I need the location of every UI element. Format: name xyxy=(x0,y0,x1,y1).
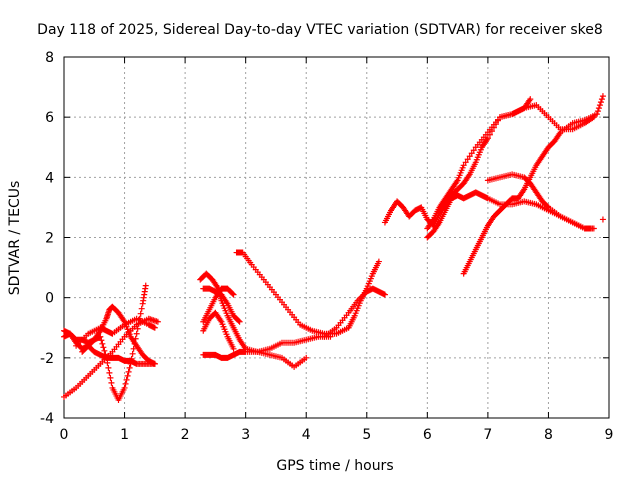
data-series xyxy=(200,285,237,325)
data-series xyxy=(200,348,310,370)
data-series xyxy=(424,96,534,232)
data-point xyxy=(137,310,144,317)
data-point xyxy=(154,318,161,325)
data-series xyxy=(599,216,606,223)
data-point xyxy=(527,96,534,103)
data-point xyxy=(236,318,243,325)
data-point xyxy=(133,330,140,337)
data-point xyxy=(122,380,129,387)
data-point xyxy=(127,360,134,367)
data-point xyxy=(230,345,237,352)
y-tick-label: 0 xyxy=(45,291,54,307)
data-point xyxy=(98,337,105,344)
data-point xyxy=(126,364,133,371)
x-tick-label: 4 xyxy=(302,427,311,443)
data-point xyxy=(484,135,491,142)
data-point xyxy=(230,291,237,298)
y-tick-label: -4 xyxy=(40,411,54,427)
x-tick-label: 0 xyxy=(60,427,69,443)
data-point xyxy=(105,364,112,371)
data-point xyxy=(124,372,131,379)
data-point xyxy=(134,325,141,332)
x-axis-label: GPS time / hours xyxy=(276,458,393,474)
data-point xyxy=(466,153,473,160)
data-series xyxy=(233,249,382,337)
data-point xyxy=(104,359,111,366)
y-tick-label: 8 xyxy=(45,50,54,66)
data-series xyxy=(73,315,158,349)
y-tick-label: 6 xyxy=(45,110,54,126)
data-point xyxy=(544,203,551,210)
data-point xyxy=(106,369,113,376)
data-point xyxy=(375,258,382,265)
data-point xyxy=(599,216,606,223)
data-point xyxy=(303,354,310,361)
data-series xyxy=(484,171,594,232)
data-point xyxy=(599,93,606,100)
data-point xyxy=(97,333,104,340)
data-series xyxy=(200,285,243,325)
data-points xyxy=(61,93,606,403)
data-series xyxy=(79,282,149,403)
data-series xyxy=(460,93,606,277)
data-point xyxy=(107,374,114,381)
x-tick-label: 9 xyxy=(605,427,614,443)
x-tick-label: 3 xyxy=(241,427,250,443)
data-point xyxy=(598,96,605,103)
data-point xyxy=(470,147,477,154)
data-point xyxy=(123,376,130,383)
data-point xyxy=(462,159,469,166)
data-point xyxy=(151,324,158,331)
data-point xyxy=(594,108,601,115)
y-tick-label: 4 xyxy=(45,170,54,186)
x-tick-label: 8 xyxy=(544,427,553,443)
data-point xyxy=(235,317,242,324)
data-point xyxy=(595,105,602,112)
data-point xyxy=(130,345,137,352)
data-point xyxy=(132,335,139,342)
data-point xyxy=(587,225,594,232)
data-point xyxy=(103,354,110,361)
data-point xyxy=(381,291,388,298)
data-point xyxy=(142,282,149,289)
data-point xyxy=(100,344,107,351)
data-point xyxy=(468,150,475,157)
x-tick-label: 6 xyxy=(423,427,432,443)
data-point xyxy=(108,379,115,386)
data-point xyxy=(597,99,604,106)
x-tick-label: 5 xyxy=(362,427,371,443)
data-point xyxy=(128,355,135,362)
data-point xyxy=(102,351,109,358)
data-point xyxy=(129,350,136,357)
x-tick-label: 2 xyxy=(181,427,190,443)
data-point xyxy=(101,347,108,354)
data-point xyxy=(99,340,106,347)
data-series xyxy=(381,102,597,229)
data-point xyxy=(131,340,138,347)
data-point xyxy=(125,368,132,375)
y-tick-label: 2 xyxy=(45,231,54,247)
data-point xyxy=(151,360,158,367)
data-point xyxy=(464,156,471,163)
data-point xyxy=(229,290,236,297)
data-series xyxy=(200,309,237,352)
y-axis-label: SDTVAR / TECUs xyxy=(7,181,23,296)
data-point xyxy=(593,111,600,118)
data-point xyxy=(121,384,128,391)
data-point xyxy=(596,102,603,109)
data-point xyxy=(460,162,467,169)
data-point xyxy=(138,305,145,312)
x-tick-label: 1 xyxy=(120,427,129,443)
y-tick-label: -2 xyxy=(40,351,54,367)
x-tick-label: 7 xyxy=(483,427,492,443)
chart-title: Day 118 of 2025, Sidereal Day-to-day VTE… xyxy=(37,22,603,38)
axis-ticks: 0 1 2 3 4 5 6 7 8 9 -4 -2 0 2 4 6 8 xyxy=(40,50,613,443)
data-series xyxy=(321,285,388,340)
